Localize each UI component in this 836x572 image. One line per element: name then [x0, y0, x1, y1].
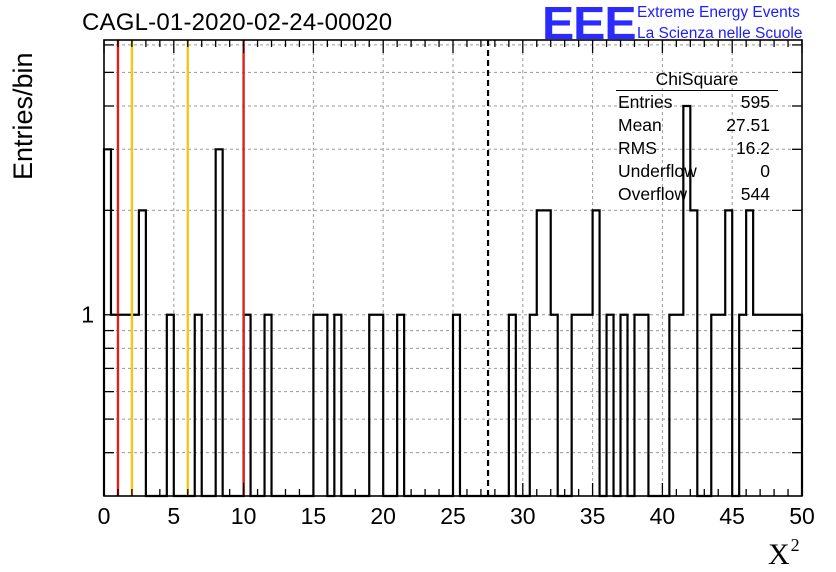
- stats-label: RMS: [618, 138, 657, 158]
- stats-label: Overflow: [618, 184, 688, 204]
- histogram-bin: [753, 315, 760, 496]
- histogram-bin: [781, 315, 788, 496]
- stats-value: 544: [740, 184, 770, 204]
- reference-lines: [116, 40, 490, 496]
- stats-row-mean: Mean 27.51: [612, 114, 778, 137]
- x-axis-label: Χ2: [768, 535, 800, 572]
- x-tick-label: 45: [719, 503, 745, 529]
- eee-logo-mark: EEE: [542, 0, 637, 49]
- stats-row-overflow: Overflow 544: [612, 183, 778, 206]
- histogram-bin: [760, 315, 767, 496]
- histogram-bin: [676, 315, 683, 496]
- axis-ticks: [103, 40, 803, 496]
- histogram-bin: [788, 315, 795, 496]
- histogram-bin: [767, 315, 774, 496]
- eee-logo: EEE Extreme Energy Events La Scienza nel…: [542, 0, 836, 49]
- x-tick-label: 10: [231, 503, 257, 529]
- x-tick-label: 35: [580, 503, 606, 529]
- stats-row-underflow: Underflow 0: [612, 160, 778, 183]
- stats-label: Underflow: [618, 161, 697, 181]
- stats-label: Mean: [618, 115, 662, 135]
- x-tick-label: 30: [510, 503, 536, 529]
- x-tick-label: 40: [650, 503, 676, 529]
- stats-row-rms: RMS 16.2: [612, 137, 778, 160]
- tick-labels: 0 5 10 15 20 25 30 35 40 45 50 1: [81, 302, 815, 529]
- logo-line-1: Extreme Energy Events: [637, 4, 800, 21]
- stats-value: 16.2: [735, 138, 770, 158]
- stats-label: Entries: [618, 92, 673, 112]
- stats-value: 27.51: [726, 115, 770, 135]
- x-axis-label-superscript: 2: [790, 535, 800, 555]
- histogram-bin: [586, 315, 593, 496]
- x-tick-label: 0: [98, 503, 111, 529]
- stats-box: ChiSquare Entries 595 Mean 27.51 RMS 16.…: [612, 68, 778, 206]
- x-axis-label-symbol: Χ: [768, 538, 790, 571]
- histogram-bin: [774, 315, 781, 496]
- x-tick-label: 5: [167, 503, 180, 529]
- histogram-bin: [579, 315, 586, 496]
- y-tick-label: 1: [81, 302, 94, 328]
- chart-title: CAGL-01-2020-02-24-00020: [82, 9, 393, 36]
- x-tick-label: 15: [301, 503, 327, 529]
- stats-row-entries: Entries 595: [612, 91, 778, 114]
- stats-box-title: ChiSquare: [616, 68, 778, 91]
- histogram-bin: [718, 315, 725, 496]
- logo-line-2: La Scienza nelle Scuole: [637, 25, 803, 42]
- x-tick-label: 25: [440, 503, 466, 529]
- stats-value: 0: [760, 161, 770, 181]
- x-tick-label: 50: [789, 503, 815, 529]
- x-tick-label: 20: [370, 503, 396, 529]
- stats-value: 595: [740, 92, 770, 112]
